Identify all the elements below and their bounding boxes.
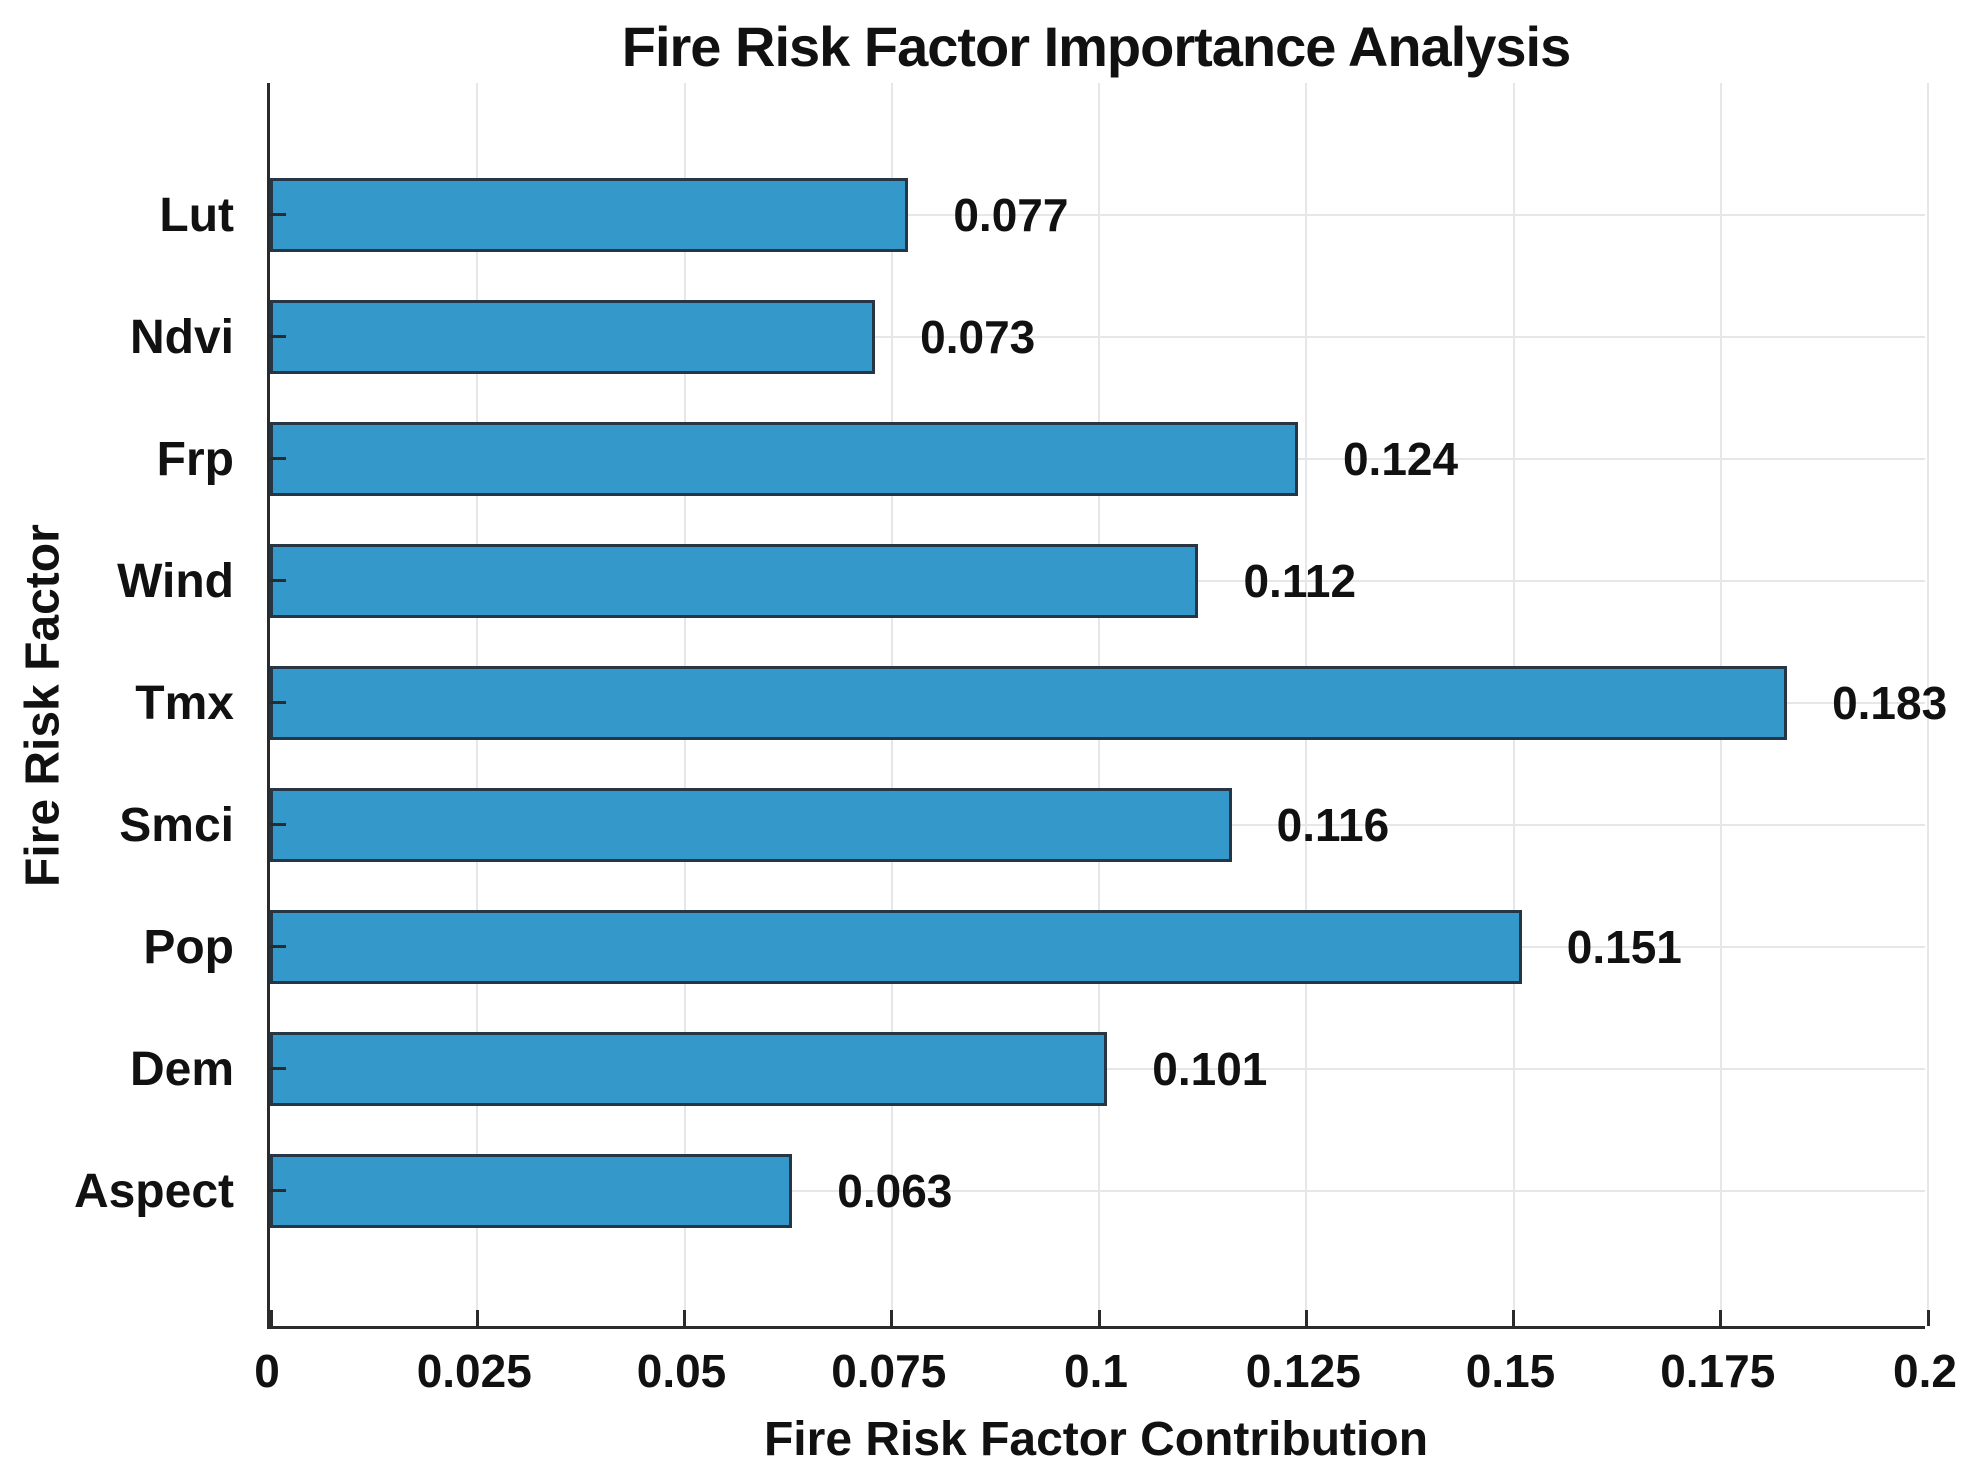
x-tick-mark <box>475 1310 479 1326</box>
bar-dem <box>270 1032 1108 1106</box>
bar-value-label: 0.101 <box>1152 1043 1268 1095</box>
bar-value-label: 0.151 <box>1566 921 1682 973</box>
x-tick-mark <box>1512 1310 1515 1326</box>
bar-value-label: 0.112 <box>1243 555 1357 607</box>
x-tick-label: 0.025 <box>416 1345 532 1397</box>
x-tick-label: 0.1 <box>1064 1345 1128 1397</box>
y-gridline <box>270 336 1925 338</box>
x-tick-label: 0.15 <box>1465 1345 1556 1397</box>
x-tick-label: 0.175 <box>1660 1345 1776 1397</box>
category-label-lut: Lut <box>159 188 234 242</box>
y-tick-mark <box>270 701 286 704</box>
y-category-labels: Lut Ndvi Frp Wind Tmx Smci Pop Dem Aspect <box>0 83 234 1329</box>
bar-value-label: 0.183 <box>1832 677 1948 729</box>
y-tick-mark <box>270 1067 286 1070</box>
x-tick-label: 0.2 <box>1893 1345 1957 1397</box>
y-tick-mark <box>270 1189 286 1192</box>
x-tick-mark <box>683 1310 686 1326</box>
category-label-dem: Dem <box>129 1042 234 1096</box>
x-tick-label: 0.125 <box>1245 1345 1361 1397</box>
y-gridline <box>270 1190 1925 1192</box>
x-tick-mark <box>270 1310 273 1326</box>
y-tick-mark <box>270 457 286 460</box>
x-tick-label: 0.05 <box>636 1345 727 1397</box>
bar-row: 0.063 <box>270 1130 1925 1252</box>
bar-smci <box>270 788 1232 862</box>
bar-row: 0.077 <box>270 154 1925 276</box>
bar-row: 0.124 <box>270 398 1925 520</box>
y-gridline <box>270 214 1925 216</box>
bar-value-label: 0.073 <box>920 311 1036 363</box>
bar-value-label: 0.116 <box>1276 799 1390 851</box>
bar-row: 0.116 <box>270 764 1925 886</box>
bar-value-label: 0.063 <box>837 1165 953 1217</box>
category-label-pop: Pop <box>143 920 234 974</box>
y-tick-mark <box>270 823 286 826</box>
category-label-tmx: Tmx <box>135 676 234 730</box>
y-tick-mark <box>270 213 286 216</box>
x-gridline <box>1927 83 1929 1326</box>
bar-lut <box>270 178 909 252</box>
y-tick-mark <box>270 945 286 948</box>
bar-row: 0.101 <box>270 1008 1925 1130</box>
category-label-wind: Wind <box>117 554 234 608</box>
category-label-frp: Frp <box>156 432 234 486</box>
bar-value-label: 0.077 <box>953 189 1069 241</box>
bar-value-label: 0.124 <box>1342 433 1459 485</box>
x-axis-label: Fire Risk Factor Contribution <box>763 1413 1429 1466</box>
bar-wind <box>270 544 1199 618</box>
bar-row: 0.151 <box>270 886 1925 1008</box>
bar-row: 0.112 <box>270 520 1925 642</box>
bar-row: 0.073 <box>270 276 1925 398</box>
x-tick-label: 0 <box>254 1345 280 1397</box>
x-tick-label: 0.075 <box>831 1345 947 1397</box>
category-label-smci: Smci <box>119 798 234 852</box>
bar-ndvi <box>270 300 876 374</box>
x-tick-mark <box>1719 1310 1723 1326</box>
x-tick-labels: 0 0.025 0.05 0.075 0.1 0.125 0.15 0.175 0.2 <box>254 1344 1957 1414</box>
x-tick-mark <box>890 1310 894 1326</box>
y-tick-mark <box>270 579 286 582</box>
x-tick-mark <box>1097 1310 1101 1326</box>
plot-area: 0.077 0.073 0.124 0.112 0.183 0.116 0.151 0.101… <box>267 83 1947 1329</box>
chart-title: Fire Risk Factor Importance Analysis <box>621 15 1571 78</box>
x-tick-mark <box>1304 1310 1308 1326</box>
category-label-ndvi: Ndvi <box>129 310 234 364</box>
x-tick-mark <box>1926 1310 1930 1326</box>
bar-row: 0.183 <box>270 642 1947 764</box>
bar-tmx <box>270 666 1788 740</box>
bar-frp <box>270 422 1298 496</box>
bar-aspect <box>270 1154 793 1228</box>
category-label-aspect: Aspect <box>73 1164 234 1218</box>
bar-pop <box>270 910 1522 984</box>
y-tick-mark <box>270 335 286 338</box>
